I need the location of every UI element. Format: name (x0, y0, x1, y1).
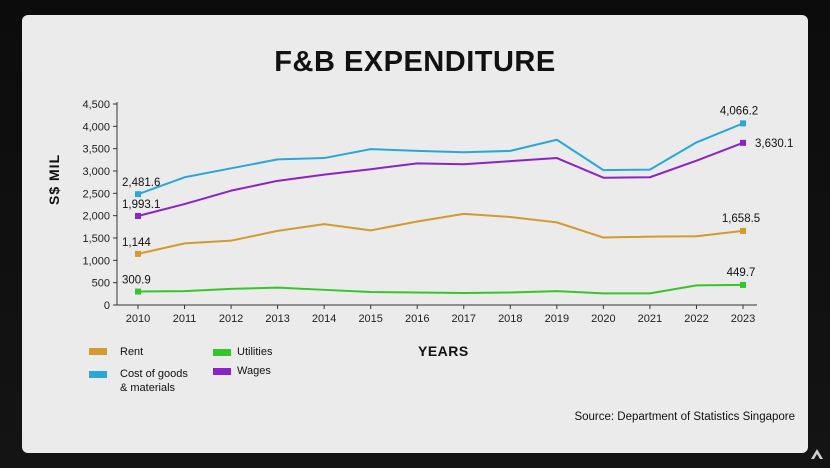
x-tick-label: 2013 (265, 313, 289, 325)
x-tick-label: 2020 (591, 313, 615, 325)
series-line-cost (137, 122, 744, 196)
x-tick-label: 2022 (684, 313, 708, 325)
series-line-rent (137, 212, 744, 255)
data-label-utilities-end: 449.7 (727, 267, 756, 279)
y-tick-label: 2,500 (82, 188, 110, 200)
y-tick-label: 0 (104, 300, 110, 312)
data-point-wages (740, 139, 746, 146)
legend-label-rent: Rent (120, 346, 144, 358)
legend-label-cost-line1: Cost of goods (120, 368, 188, 380)
x-tick-label: 2011 (173, 313, 197, 325)
legend-label-utilities: Utilities (237, 346, 273, 358)
y-tick-label: 3,000 (82, 166, 110, 178)
data-label-cost-end: 4,066.2 (720, 105, 758, 117)
legend-swatch-rent (89, 348, 107, 355)
data-label-cost-start: 2,481.6 (122, 177, 160, 189)
y-tick-label: 4,500 (82, 99, 110, 111)
chart-title: F&B EXPENDITURE (274, 46, 556, 78)
x-tick-label: 2014 (312, 313, 336, 325)
data-label-wages-start: 1,993.1 (122, 199, 160, 211)
data-point-wages (135, 212, 141, 219)
broadcaster-logo-icon (811, 449, 823, 459)
data-label-rent-end: 1,658.5 (722, 213, 760, 225)
x-tick-label: 2012 (219, 313, 243, 325)
legend-label-wages: Wages (237, 365, 271, 377)
series-line-utilities (137, 283, 744, 295)
x-tick-label: 2015 (358, 313, 382, 325)
legend-label-cost: Cost of goods & materials (120, 367, 188, 395)
x-tick-label: 2010 (126, 313, 150, 325)
data-point-utilities (135, 288, 141, 295)
data-point-rent (740, 227, 746, 234)
legend-label-cost-line2: & materials (120, 382, 176, 394)
y-tick-label: 1,000 (82, 255, 110, 267)
source-note: Source: Department of Statistics Singapo… (574, 411, 795, 423)
data-label-utilities-start: 300.9 (122, 275, 151, 287)
series-line-wages (137, 141, 744, 217)
y-tick-label: 2,000 (82, 211, 110, 223)
legend-swatch-utilities (213, 349, 231, 356)
legend-swatch-cost (89, 371, 107, 378)
y-tick-label: 500 (92, 278, 110, 290)
x-tick-label: 2016 (405, 313, 429, 325)
data-point-cost (135, 191, 141, 198)
y-tick-label: 4,000 (82, 121, 110, 133)
y-tick-label: 3,500 (82, 144, 110, 156)
x-axis-label: YEARS (418, 343, 469, 359)
data-label-rent-start: 1,144 (122, 237, 151, 249)
x-tick-label: 2023 (731, 313, 755, 325)
data-point-utilities (740, 281, 746, 288)
data-point-cost (740, 120, 746, 127)
data-point-rent (135, 250, 141, 257)
data-label-wages-end: 3,630.1 (755, 138, 793, 150)
x-tick-label: 2019 (545, 313, 569, 325)
legend-swatch-wages (213, 368, 231, 375)
x-tick-label: 2021 (638, 313, 662, 325)
chart-panel (22, 15, 808, 453)
x-tick-label: 2018 (498, 313, 522, 325)
x-tick-label: 2017 (452, 313, 476, 325)
y-tick-label: 1,500 (82, 233, 110, 245)
